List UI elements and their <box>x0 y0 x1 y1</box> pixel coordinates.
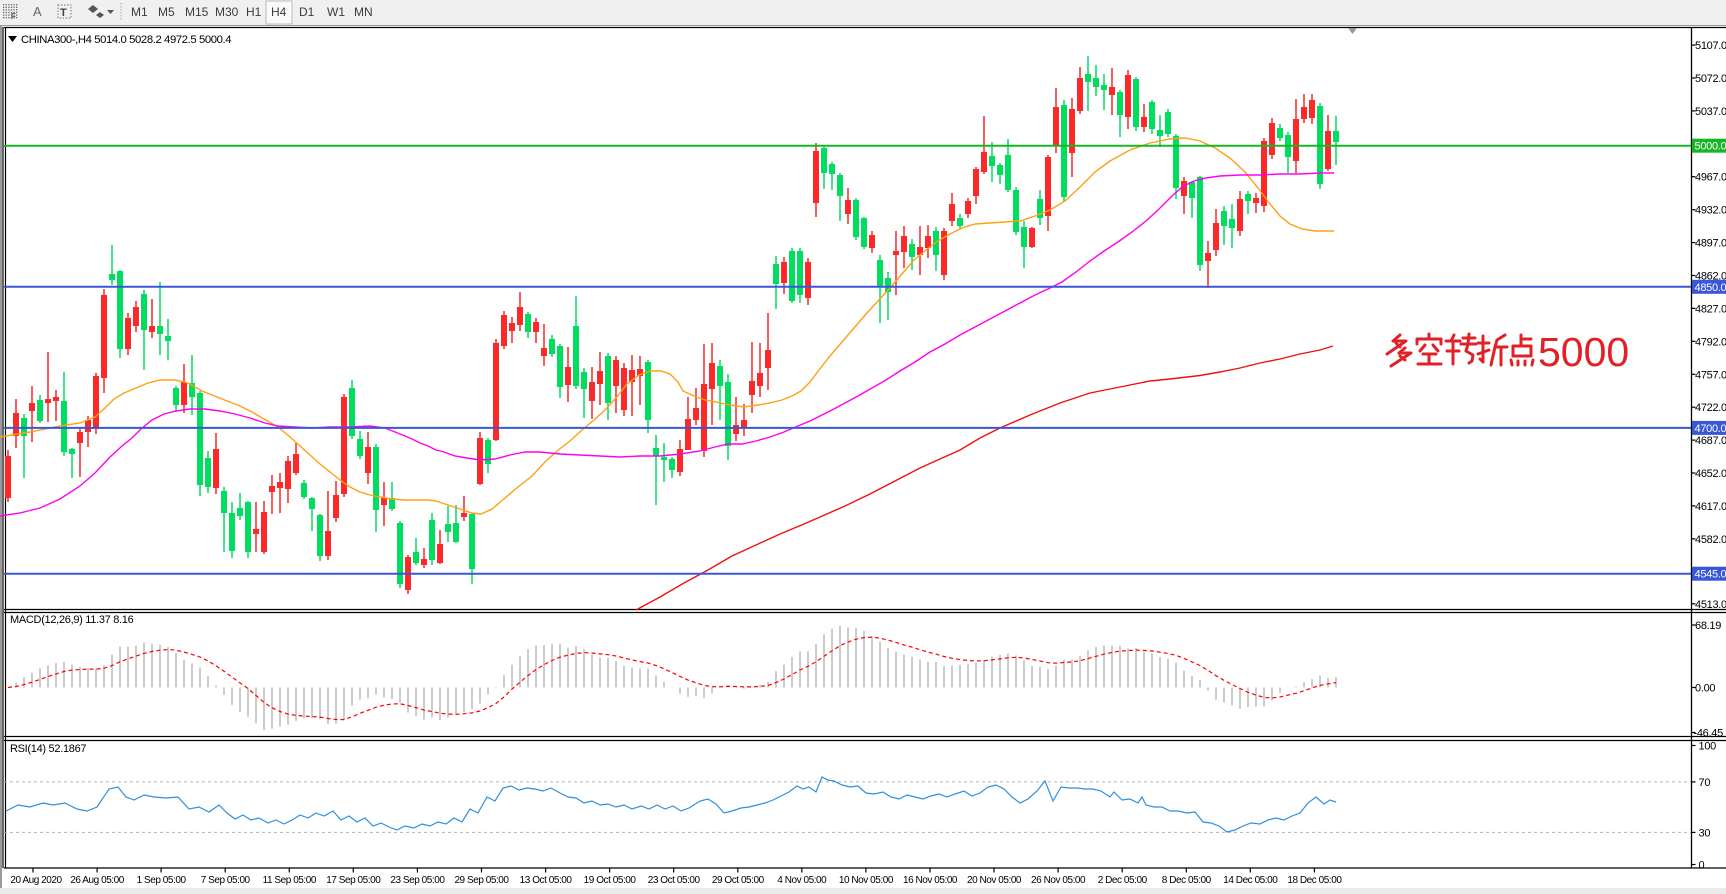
svg-text:29 Oct 05:00: 29 Oct 05:00 <box>712 875 765 886</box>
svg-text:11 Sep 05:00: 11 Sep 05:00 <box>263 875 317 886</box>
svg-text:MACD(12,26,9) 11.37 8.16: MACD(12,26,9) 11.37 8.16 <box>10 614 134 626</box>
svg-text:H1: H1 <box>246 5 262 19</box>
svg-text:70: 70 <box>1699 777 1711 789</box>
svg-text:17 Sep 05:00: 17 Sep 05:00 <box>326 875 381 886</box>
svg-text:W1: W1 <box>327 5 345 19</box>
svg-text:5037.0: 5037.0 <box>1695 106 1726 118</box>
svg-text:4617.0: 4617.0 <box>1695 501 1726 513</box>
svg-text:4700.0: 4700.0 <box>1695 423 1726 435</box>
svg-text:30: 30 <box>1699 827 1711 839</box>
svg-text:D1: D1 <box>299 5 315 19</box>
svg-text:MN: MN <box>354 5 373 19</box>
svg-text:0: 0 <box>1699 860 1705 872</box>
svg-text:A: A <box>33 4 42 19</box>
svg-text:4687.0: 4687.0 <box>1695 435 1726 447</box>
svg-text:2 Dec 05:00: 2 Dec 05:00 <box>1098 875 1148 886</box>
svg-text:19 Oct 05:00: 19 Oct 05:00 <box>584 875 637 886</box>
svg-text:-46.45: -46.45 <box>1694 728 1724 740</box>
svg-text:4582.0: 4582.0 <box>1695 534 1726 546</box>
svg-text:20 Aug 2020: 20 Aug 2020 <box>10 875 62 886</box>
svg-text:4967.0: 4967.0 <box>1695 172 1726 184</box>
svg-text:18 Dec 05:00: 18 Dec 05:00 <box>1287 875 1342 886</box>
svg-text:4545.0: 4545.0 <box>1695 569 1726 581</box>
svg-text:26 Nov 05:00: 26 Nov 05:00 <box>1031 875 1086 886</box>
svg-text:5000.0: 5000.0 <box>1695 141 1726 153</box>
svg-text:26 Aug 05:00: 26 Aug 05:00 <box>70 875 124 886</box>
svg-text:4850.0: 4850.0 <box>1695 282 1726 294</box>
svg-text:4652.0: 4652.0 <box>1695 468 1726 480</box>
svg-text:13 Oct 05:00: 13 Oct 05:00 <box>520 875 573 886</box>
svg-text:14 Dec 05:00: 14 Dec 05:00 <box>1223 875 1278 886</box>
svg-text:M1: M1 <box>131 5 148 19</box>
svg-text:4827.0: 4827.0 <box>1695 303 1726 315</box>
svg-text:4 Nov 05:00: 4 Nov 05:00 <box>777 875 827 886</box>
svg-text:16 Nov 05:00: 16 Nov 05:00 <box>903 875 958 886</box>
svg-text:T: T <box>60 7 67 19</box>
svg-text:68.19: 68.19 <box>1695 620 1721 632</box>
svg-text:4722.0: 4722.0 <box>1695 402 1726 414</box>
svg-text:20 Nov 05:00: 20 Nov 05:00 <box>967 875 1022 886</box>
svg-text:4897.0: 4897.0 <box>1695 238 1726 250</box>
svg-text:M30: M30 <box>215 5 239 19</box>
svg-text:F: F <box>11 12 16 21</box>
svg-text:4932.0: 4932.0 <box>1695 205 1726 217</box>
svg-text:0.00: 0.00 <box>1695 683 1715 695</box>
svg-text:4862.0: 4862.0 <box>1695 271 1726 283</box>
svg-text:100: 100 <box>1699 741 1717 753</box>
svg-text:4757.0: 4757.0 <box>1695 369 1726 381</box>
svg-text:5107.0: 5107.0 <box>1695 40 1726 52</box>
svg-text:7 Sep 05:00: 7 Sep 05:00 <box>201 875 251 886</box>
svg-text:4792.0: 4792.0 <box>1695 336 1726 348</box>
svg-text:1 Sep 05:00: 1 Sep 05:00 <box>137 875 187 886</box>
svg-text:5072.0: 5072.0 <box>1695 73 1726 85</box>
svg-text:23 Oct 05:00: 23 Oct 05:00 <box>648 875 701 886</box>
svg-text:H4: H4 <box>271 5 287 19</box>
svg-text:M15: M15 <box>185 5 209 19</box>
svg-text:CHINA300-,H4 5014.0 5028.2 49: CHINA300-,H4 5014.0 5028.2 4972.5 5000.4 <box>21 34 231 46</box>
svg-text:M5: M5 <box>158 5 175 19</box>
svg-text:RSI(14) 52.1867: RSI(14) 52.1867 <box>10 743 86 755</box>
svg-text:5000: 5000 <box>1538 329 1629 375</box>
svg-text:8 Dec 05:00: 8 Dec 05:00 <box>1162 875 1212 886</box>
svg-text:23 Sep 05:00: 23 Sep 05:00 <box>390 875 445 886</box>
svg-text:4513.0: 4513.0 <box>1695 599 1726 611</box>
svg-text:10 Nov 05:00: 10 Nov 05:00 <box>839 875 894 886</box>
svg-text:29 Sep 05:00: 29 Sep 05:00 <box>454 875 509 886</box>
